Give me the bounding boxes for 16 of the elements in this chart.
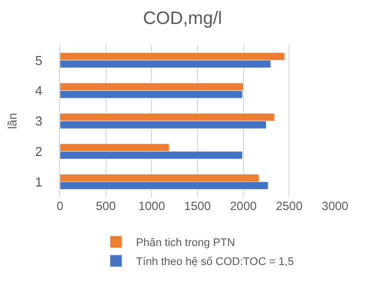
- y-tick-label: 2: [35, 144, 42, 159]
- x-tick-label: 1500: [184, 199, 212, 213]
- y-axis-title: lần: [5, 112, 20, 130]
- y-tick-label: 1: [35, 174, 42, 190]
- chart-title: COD,mg/l: [142, 8, 222, 28]
- x-tick-label: 500: [96, 199, 116, 213]
- y-tick-label: 3: [35, 114, 42, 129]
- x-tick-label: 3000: [322, 199, 349, 213]
- x-tick-label: 2000: [230, 199, 257, 213]
- x-tick-label: 0: [56, 199, 64, 213]
- y-tick-label: 5: [35, 52, 42, 68]
- y-tick-label: 4: [35, 83, 42, 98]
- legend-label: Phân tich trong PTN: [136, 237, 236, 250]
- x-tick-label: 1000: [138, 199, 166, 213]
- legend-label: Tính theo hệ số COD:TOC = 1,5: [136, 256, 294, 268]
- x-tick-label: 2500: [276, 199, 303, 213]
